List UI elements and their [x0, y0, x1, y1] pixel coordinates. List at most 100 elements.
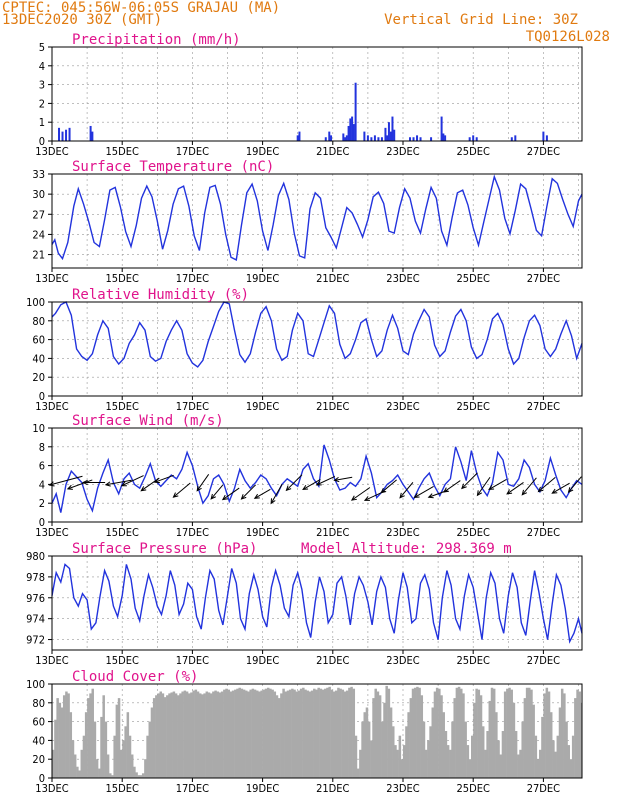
precip-bar: [344, 137, 347, 141]
cloud-bar: [181, 691, 184, 778]
cloud-bar: [466, 745, 470, 778]
cloud-bar: [330, 689, 334, 778]
cloud-xtick-label: 13DEC: [35, 782, 68, 795]
cloud-bar: [462, 693, 465, 778]
cloud-bar: [378, 695, 382, 778]
precip-bar: [380, 137, 383, 141]
cloud-bar: [291, 688, 294, 778]
cloud-bar: [508, 687, 511, 778]
cloud-bar: [218, 692, 222, 778]
cloud-bar: [475, 688, 478, 778]
cloud-bar: [220, 691, 224, 778]
press-ytick-label: 976: [26, 592, 45, 605]
cloud-bar: [277, 698, 281, 778]
cloud-bar: [302, 687, 305, 778]
cloud-ytick-label: 80: [32, 697, 45, 710]
cloud-bar: [196, 691, 200, 778]
press-xtick-label: 25DEC: [456, 654, 489, 667]
wind-ytick-label: 8: [39, 441, 45, 454]
cloud-bar: [484, 749, 487, 778]
cloud-bar: [266, 687, 270, 778]
precip-plot-area: [52, 47, 582, 141]
cloud-bar: [383, 702, 386, 778]
cloud-bar: [449, 749, 452, 778]
cloud-bar: [288, 689, 292, 778]
cloud-bar: [361, 721, 364, 778]
cloud-bar: [370, 740, 373, 778]
precip-bar: [444, 135, 447, 141]
cloud-bar: [225, 688, 228, 778]
precip-ytick-label: 1: [39, 116, 45, 129]
rh-line: [51, 301, 583, 368]
precip-xtick-label: 19DEC: [246, 145, 279, 158]
cloud-bar: [539, 749, 542, 778]
wind-arrow: [153, 474, 174, 484]
temp-ytick-label: 27: [32, 208, 45, 221]
cloud-bar: [54, 719, 57, 778]
wind-arrow: [302, 478, 321, 490]
precip-ytick-label: 4: [39, 60, 45, 73]
cloud-bar: [139, 775, 143, 778]
press-ytick-label: 974: [26, 613, 45, 626]
cloud-bar: [231, 690, 235, 778]
cloud-bar: [433, 691, 437, 778]
wind-panel: 0 2 4 6 8 10 13DEC 15DEC 17DEC 19DEC 21DEC 23DEC 25D…: [32, 413, 583, 539]
temp-title: Surface Temperature (nC): [72, 159, 274, 175]
precip-frame: [51, 46, 583, 142]
cloud-bar: [238, 687, 241, 778]
cloud-bar: [113, 735, 116, 778]
precip-xtick-label: 15DEC: [106, 145, 139, 158]
precip-bar: [352, 124, 355, 141]
cloud-bar: [115, 704, 119, 778]
cloud-bar: [574, 698, 577, 778]
cloud-bar: [245, 690, 248, 778]
cloud-bar: [190, 692, 193, 778]
cloud-bar: [442, 712, 445, 778]
cloud-bar: [304, 689, 307, 778]
wind-title: Surface Wind (m/s): [72, 413, 224, 429]
cloud-xtick-label: 27DEC: [527, 782, 560, 795]
cloud-bar: [457, 686, 461, 778]
precip-bar: [366, 135, 369, 141]
precip-bar: [442, 133, 445, 141]
press-ytick-label: 972: [26, 634, 45, 647]
temp-xtick-label: 25DEC: [456, 272, 489, 285]
cloud-bar: [168, 693, 171, 778]
cloud-bar: [306, 690, 309, 778]
cloud-bar: [137, 775, 141, 778]
header-location: CPTEC: 045:56W-06:05S GRAJAU (MA): [2, 0, 280, 16]
cloud-bar: [532, 704, 535, 778]
rh-panel: 0 20 40 60 80 100 13DEC 15DEC 17DEC 19DEC 21DEC 23D…: [26, 287, 583, 413]
precip-bar: [430, 137, 433, 141]
cloud-ytick-label: 100: [26, 678, 45, 691]
precip-bar: [351, 116, 354, 141]
cloud-bar: [146, 735, 149, 778]
cloud-bar: [400, 759, 404, 778]
cloud-bar: [203, 693, 206, 778]
cloud-bar: [438, 688, 441, 778]
cloud-bar: [521, 721, 524, 778]
cloud-bar: [356, 768, 360, 778]
precip-bar: [384, 127, 387, 141]
cloud-bar: [460, 688, 463, 778]
cloud-bar: [133, 766, 136, 778]
precip-bar: [387, 122, 390, 141]
cloud-bar: [528, 687, 531, 778]
cloud-xtick-label: 25DEC: [456, 782, 489, 795]
cloud-bar: [117, 698, 121, 778]
cloud-bar: [161, 693, 165, 778]
cloud-bar: [350, 686, 353, 778]
cloud-bar: [188, 693, 191, 778]
wind-line: [51, 444, 583, 513]
wind-arrow: [413, 485, 434, 498]
cloud-bar: [52, 749, 55, 778]
cloud-bar: [534, 735, 538, 778]
cloud-bar: [299, 688, 303, 778]
rh-ytick-label: 40: [32, 352, 45, 365]
cloud-bar: [569, 759, 573, 778]
cloud-bar: [275, 695, 279, 778]
precip-bar: [545, 135, 548, 141]
temp-ytick-label: 24: [32, 228, 45, 241]
cloud-panel: 0 20 40 60 80 100 13DEC 15DEC 17DEC 19DEC 21DEC 23D…: [26, 669, 583, 795]
cloud-bar: [473, 702, 476, 778]
